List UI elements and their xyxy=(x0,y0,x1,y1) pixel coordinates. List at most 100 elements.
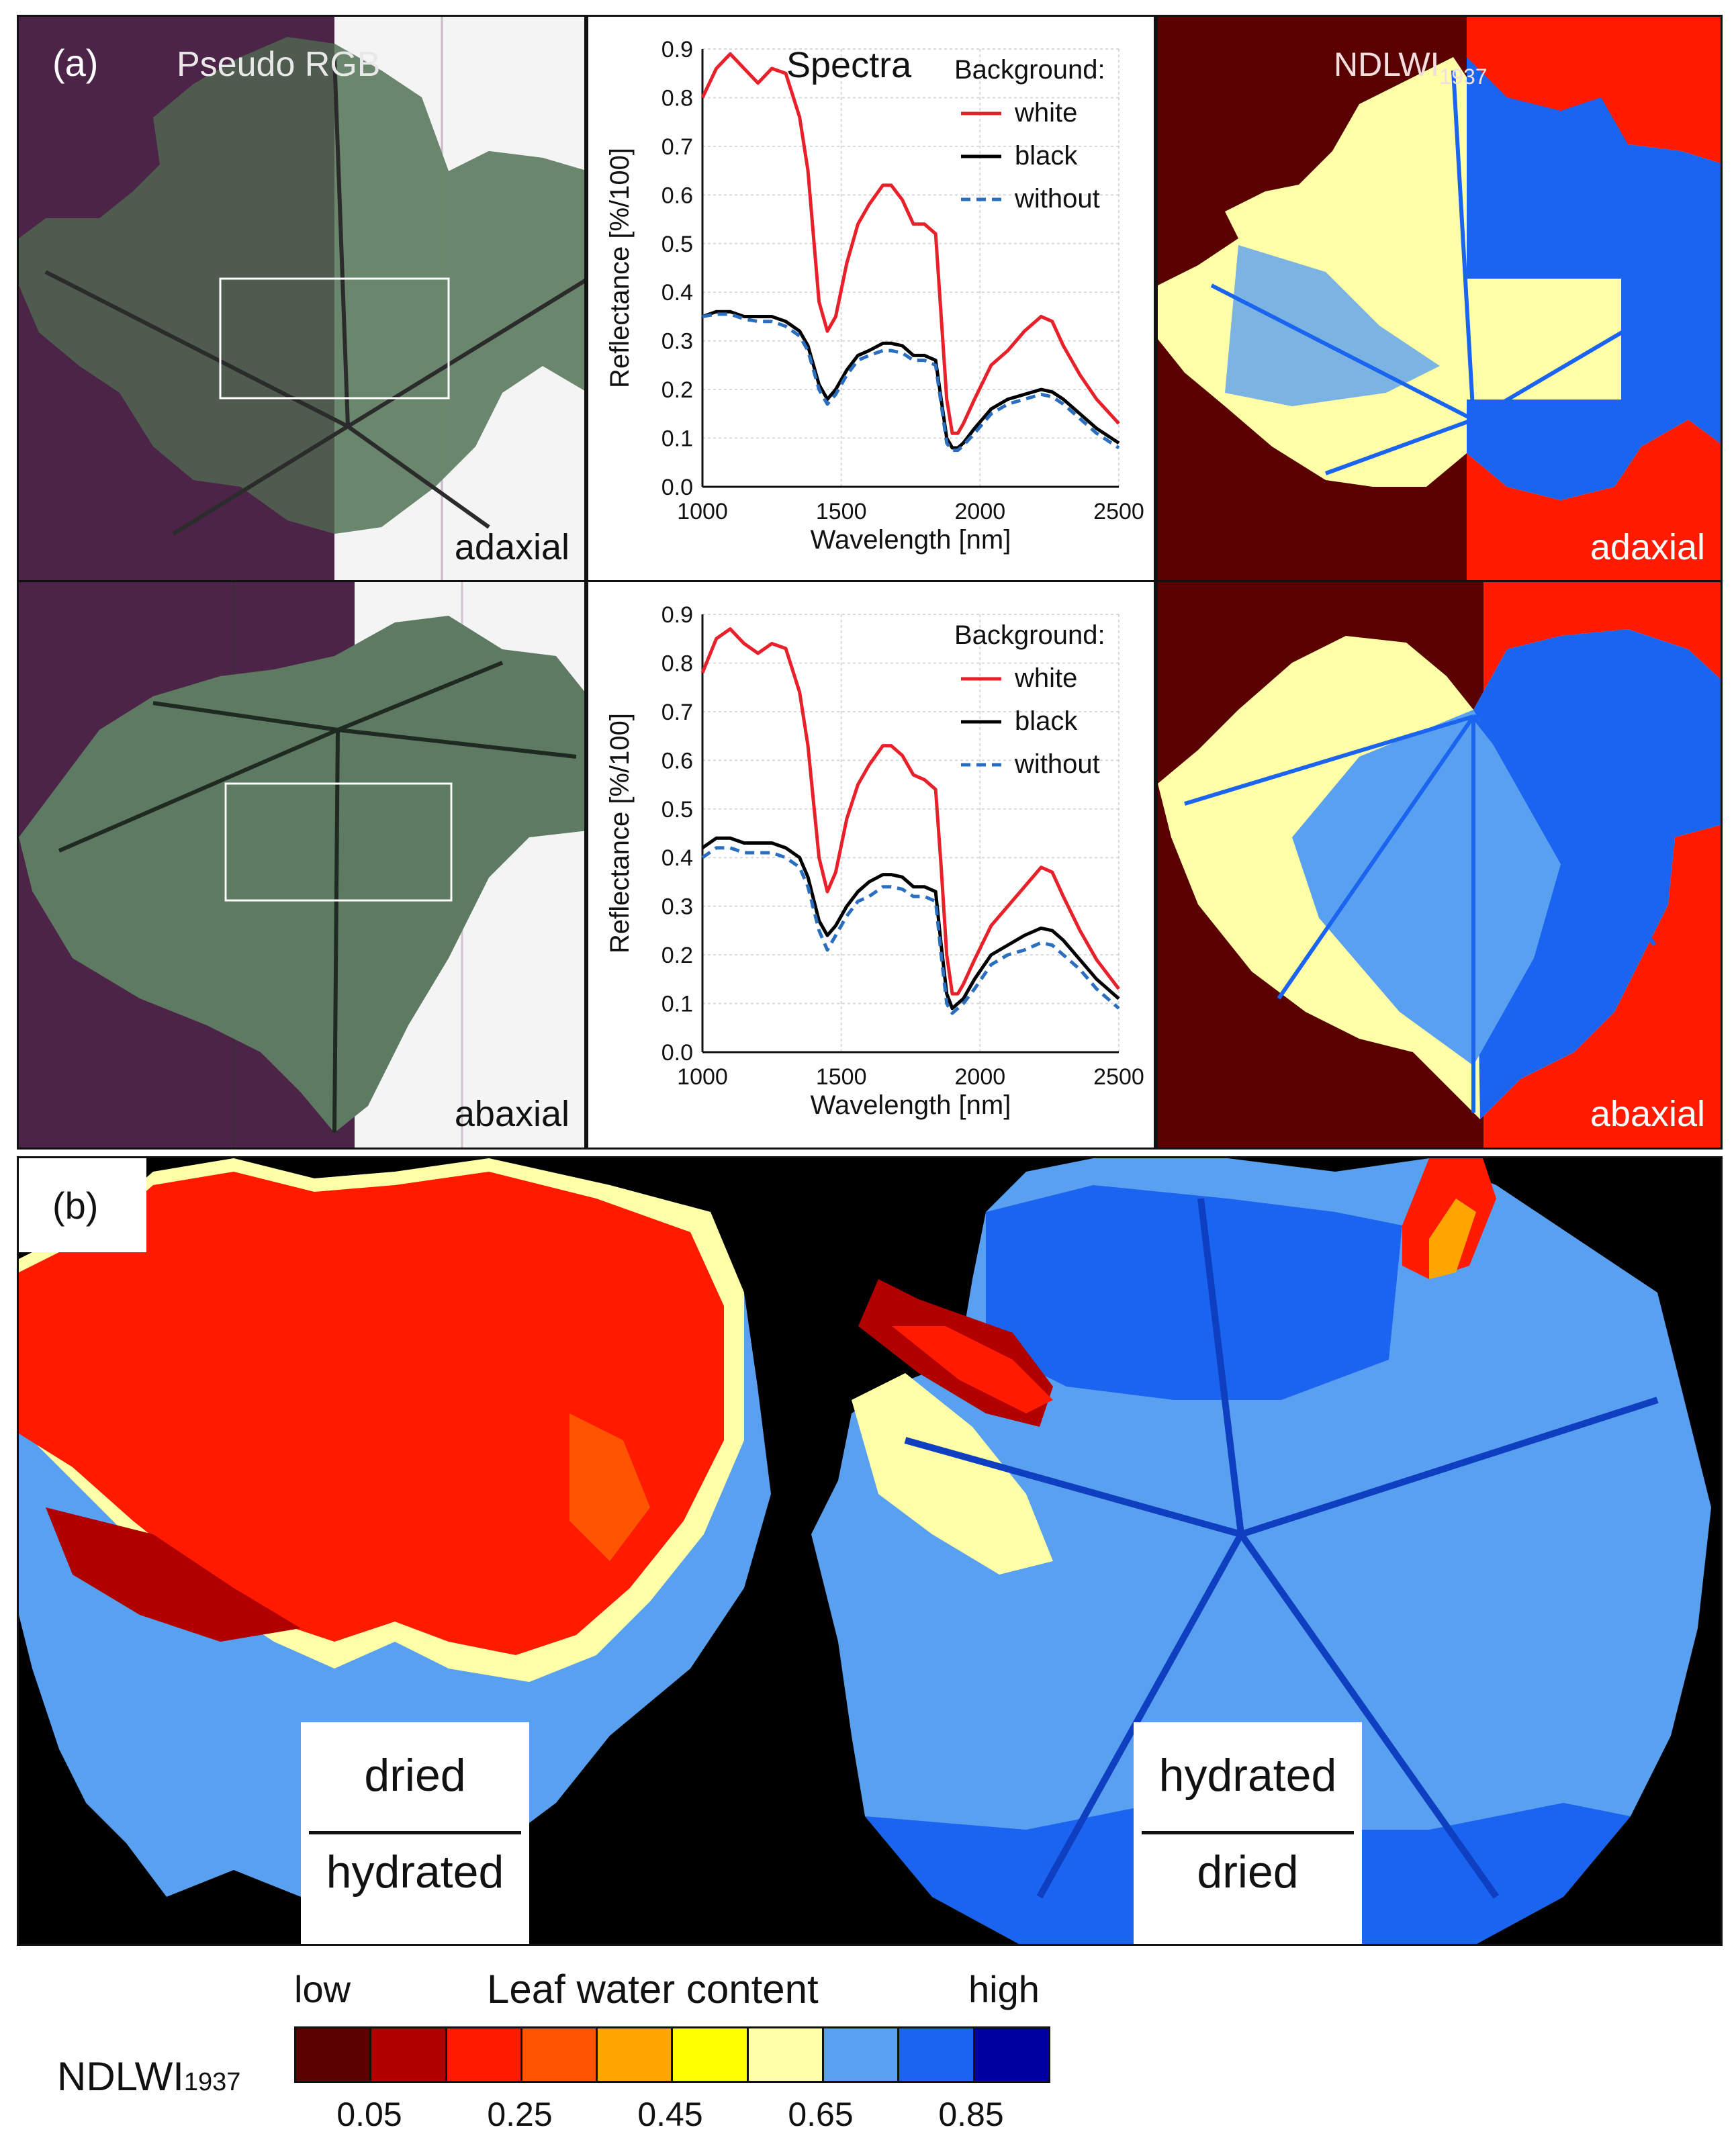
fraction-line-right xyxy=(1142,1831,1354,1834)
colorbar-cell xyxy=(822,2028,898,2081)
colorbar-cell xyxy=(596,2028,672,2081)
x-tick-label: 2500 xyxy=(1093,499,1144,524)
label-dried-bottom: dried xyxy=(1197,1846,1299,1898)
legend-label-white: white xyxy=(1014,98,1077,128)
label-hydrated-bottom: hydrated xyxy=(326,1846,504,1898)
legend-label-black: black xyxy=(1015,706,1078,736)
colorbar-cell xyxy=(520,2028,596,2081)
y-tick-label: 0.1 xyxy=(661,992,693,1017)
panel-a-tag: (a) xyxy=(52,42,98,84)
y-tick-label: 0.6 xyxy=(661,183,693,208)
legend-label-black: black xyxy=(1015,141,1078,171)
spectra-plot-adaxial: 0.0 0.1 0.2 0.3 0.4 0.5 0.6 0.7 0.8 0.9 1000 1500 20… xyxy=(605,37,1144,555)
legend-label-without: without xyxy=(1014,184,1100,214)
pseudo-rgb-abaxial-image: abaxial xyxy=(17,580,586,1150)
x-tick-label: 2000 xyxy=(955,1064,1006,1090)
colorbar-low-label: low xyxy=(294,1968,351,2010)
colorbar-title: Leaf water content xyxy=(487,1967,819,2012)
x-tick-label: 2000 xyxy=(955,499,1006,524)
spectra-chart-abaxial: 0.0 0.1 0.2 0.3 0.4 0.5 0.6 0.7 0.8 0.9 1000 1500 20… xyxy=(586,580,1156,1150)
series-line-black xyxy=(701,836,1120,1011)
legend-label-white: white xyxy=(1014,663,1077,693)
panel-b-tag: (b) xyxy=(52,1184,98,1227)
side-label-abaxial-rgb: abaxial xyxy=(455,1094,569,1134)
panel-a: (a) Pseudo RGB adaxial 0.0 0.1 0.2 0.3 0.4 0.… xyxy=(17,15,1723,1150)
colorbar-tick-label: 0.25 xyxy=(487,2096,553,2133)
colorbar-high-label: high xyxy=(968,1968,1040,2010)
y-tick-label: 0.7 xyxy=(661,700,693,725)
y-tick-label: 0.0 xyxy=(661,475,693,500)
colorbar-cell xyxy=(746,2028,823,2081)
side-label-abaxial-ndlwi: abaxial xyxy=(1590,1094,1705,1134)
pseudo-rgb-adaxial-image: (a) Pseudo RGB adaxial xyxy=(17,15,586,584)
y-tick-label: 0.9 xyxy=(661,602,693,628)
y-tick-label: 0.4 xyxy=(661,280,693,306)
y-tick-label: 0.2 xyxy=(661,943,693,968)
ndlwi-abaxial-image: abaxial xyxy=(1156,580,1723,1150)
y-axis-label: Reflectance [%/100] xyxy=(605,713,635,953)
y-axis-label: Reflectance [%/100] xyxy=(605,148,635,388)
y-tick-label: 0.3 xyxy=(661,894,693,920)
colorbar-tick-label: 0.05 xyxy=(336,2096,402,2133)
series-line-without xyxy=(701,846,1120,1015)
label-box-hydrated-over-dried: hydrated dried xyxy=(1134,1722,1362,1944)
side-label-adaxial-ndlwi: adaxial xyxy=(1590,527,1705,567)
series-line-white xyxy=(700,627,1120,996)
x-tick-label: 2500 xyxy=(1093,1064,1144,1090)
panel-b-image: (b) dried hydrated hydrated dried xyxy=(17,1156,1723,1946)
colorbar-index-label: NDLWI1937 xyxy=(57,2054,241,2099)
x-tick-label: 1000 xyxy=(677,499,728,524)
y-tick-label: 0.1 xyxy=(661,426,693,452)
y-tick-label: 0.2 xyxy=(661,377,693,403)
colorbar-tick-label: 0.85 xyxy=(938,2096,1004,2133)
leaf-adaxial-ndlwi: NDLWI1937 adaxial xyxy=(1158,17,1721,582)
y-tick-label: 0.8 xyxy=(661,85,693,111)
spectra-plot-abaxial: 0.0 0.1 0.2 0.3 0.4 0.5 0.6 0.7 0.8 0.9 1000 1500 20… xyxy=(605,602,1144,1120)
x-tick-label: 1500 xyxy=(816,1064,867,1090)
fraction-line-left xyxy=(309,1831,521,1834)
leaf-adaxial-rgb: (a) Pseudo RGB adaxial xyxy=(19,17,584,582)
colorbar-cell xyxy=(369,2028,445,2081)
spectra-chart-adaxial: 0.0 0.1 0.2 0.3 0.4 0.5 0.6 0.7 0.8 0.9 1000 1500 20… xyxy=(586,15,1156,584)
colorbar xyxy=(294,2026,1050,2083)
colorbar-cell xyxy=(445,2028,520,2081)
x-axis-label: Wavelength [nm] xyxy=(811,525,1011,555)
colorbar-ticks: 0.05 0.25 0.45 0.65 0.85 xyxy=(294,2095,1046,2142)
legend-title: Background: xyxy=(954,55,1105,85)
colorbar-tick-label: 0.45 xyxy=(637,2096,703,2133)
series-line-black xyxy=(702,310,1120,450)
leaf-abaxial-rgb: abaxial xyxy=(19,582,584,1148)
y-tick-label: 0.9 xyxy=(661,37,693,62)
legend-title: Background: xyxy=(954,620,1105,650)
y-tick-label: 0.0 xyxy=(661,1040,693,1066)
colorbar-tick-label: 0.65 xyxy=(788,2096,854,2133)
y-tick-label: 0.8 xyxy=(661,651,693,676)
colorbar-cell xyxy=(296,2028,370,2081)
colorbar-cell xyxy=(671,2028,747,2081)
y-tick-label: 0.4 xyxy=(661,845,693,871)
pseudo-rgb-title: Pseudo RGB xyxy=(177,45,381,84)
legend-label-without: without xyxy=(1014,749,1100,779)
y-tick-label: 0.3 xyxy=(661,329,693,355)
x-axis-label: Wavelength [nm] xyxy=(811,1090,1011,1120)
series-line-without xyxy=(702,312,1120,453)
x-tick-label: 1500 xyxy=(816,499,867,524)
y-tick-label: 0.5 xyxy=(661,232,693,257)
colorbar-cell xyxy=(972,2028,1048,2081)
colorbar-cell xyxy=(897,2028,973,2081)
label-box-dried-over-hydrated: dried hydrated xyxy=(301,1722,529,1944)
chart-title: Spectra xyxy=(786,45,912,85)
label-hydrated-top: hydrated xyxy=(1158,1750,1337,1801)
y-tick-label: 0.7 xyxy=(661,134,693,160)
leaf-abaxial-ndlwi: abaxial xyxy=(1158,582,1721,1148)
ndlwi-title: NDLWI1937 xyxy=(1334,46,1488,89)
y-tick-label: 0.5 xyxy=(661,797,693,823)
series-line-white xyxy=(700,52,1120,435)
x-tick-label: 1000 xyxy=(677,1064,728,1090)
y-tick-label: 0.6 xyxy=(661,748,693,774)
label-dried-top: dried xyxy=(364,1750,466,1801)
ndlwi-adaxial-image: NDLWI1937 adaxial xyxy=(1156,15,1723,584)
colorbar-section: low Leaf water content high NDLWI1937 0.… xyxy=(0,1961,1736,2152)
leaf-comparison-ndlwi: (b) xyxy=(19,1158,1721,1944)
side-label-adaxial-rgb: adaxial xyxy=(455,527,569,567)
